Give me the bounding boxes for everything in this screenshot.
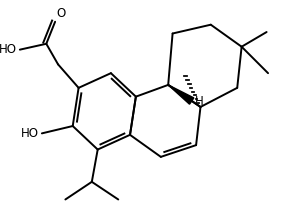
Text: H: H [195, 95, 204, 108]
Text: HO: HO [0, 43, 17, 56]
Polygon shape [168, 85, 194, 104]
Text: O: O [57, 7, 66, 20]
Text: HO: HO [21, 127, 39, 140]
